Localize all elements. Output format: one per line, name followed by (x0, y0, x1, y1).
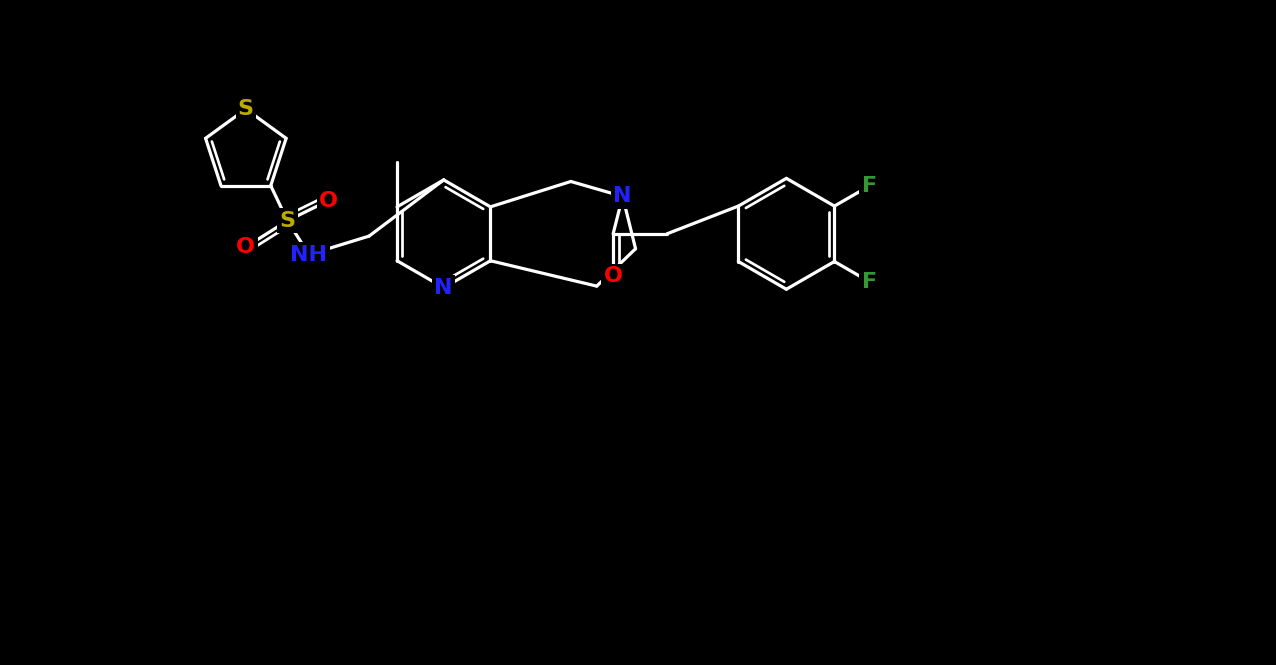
Text: O: O (319, 191, 338, 211)
Text: S: S (279, 211, 296, 231)
Text: S: S (237, 99, 254, 119)
Text: N: N (614, 186, 632, 206)
Text: O: O (236, 237, 255, 257)
Text: O: O (604, 266, 623, 286)
Text: NH: NH (291, 245, 328, 265)
Text: F: F (861, 176, 877, 196)
Text: N: N (435, 278, 453, 298)
Text: F: F (861, 271, 877, 291)
